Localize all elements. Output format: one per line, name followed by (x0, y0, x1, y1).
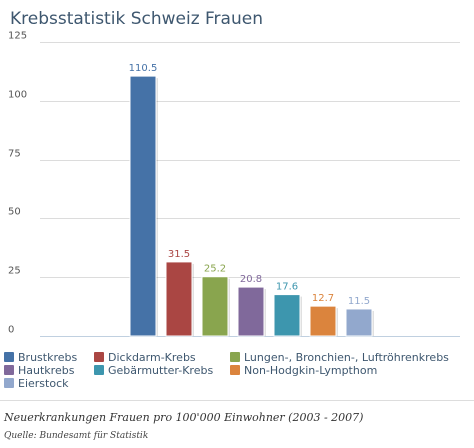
legend-label: Lungen-, Bronchien-, Luftröhrenkrebs (244, 351, 449, 364)
legend-swatch (4, 378, 14, 388)
bar[interactable] (201, 276, 229, 337)
legend-item[interactable]: Brustkrebs (4, 351, 77, 364)
legend-swatch (94, 352, 104, 362)
legend-row: Eierstock (4, 377, 472, 390)
y-tick-label: 100 (8, 90, 27, 101)
data-label: 17.6 (276, 282, 298, 293)
y-axis-ticks: 0 25 50 75 100 125 (8, 31, 27, 336)
legend-label: Gebärmutter-Krebs (108, 364, 214, 377)
divider (0, 400, 474, 401)
data-labels: 110.5 31.5 25.2 20.8 17.6 12.7 11.5 (129, 63, 370, 307)
legend-item[interactable]: Eierstock (4, 377, 69, 390)
bar[interactable] (345, 308, 373, 337)
legend-swatch (230, 365, 240, 375)
legend-item[interactable]: Dickdarm-Krebs (94, 351, 196, 364)
data-label: 11.5 (348, 296, 370, 307)
legend-swatch (94, 365, 104, 375)
bar[interactable] (129, 75, 157, 337)
bar[interactable] (165, 261, 193, 337)
y-tick-label: 75 (8, 149, 21, 160)
bar[interactable] (237, 286, 265, 337)
y-tick-label: 0 (8, 325, 14, 336)
legend: Brustkrebs Dickdarm-Krebs Lungen-, Bronchi… (4, 351, 472, 390)
legend-item[interactable]: Non-Hodgkin-Lympthom (230, 364, 377, 377)
legend-swatch (230, 352, 240, 362)
legend-label: Brustkrebs (18, 351, 78, 364)
y-tick-label: 125 (8, 31, 27, 42)
bars (129, 75, 374, 337)
source-note: Quelle: Bundesamt für Statistik (4, 431, 149, 441)
data-label: 31.5 (168, 249, 190, 260)
bar[interactable] (309, 305, 337, 337)
legend-label: Eierstock (18, 377, 69, 390)
legend-swatch (4, 365, 14, 375)
data-label: 20.8 (240, 274, 262, 285)
bar[interactable] (273, 294, 301, 337)
legend-label: Hautkrebs (18, 364, 75, 377)
legend-label: Non-Hodgkin-Lympthom (244, 364, 378, 377)
data-label: 25.2 (204, 264, 226, 275)
legend-item[interactable]: Gebärmutter-Krebs (94, 364, 213, 377)
legend-item[interactable]: Hautkrebs (4, 364, 74, 377)
data-label: 12.7 (312, 293, 334, 304)
legend-swatch (4, 352, 14, 362)
chart-title: Krebsstatistik Schweiz Frauen (10, 9, 263, 29)
y-tick-label: 25 (8, 266, 21, 277)
legend-row: Brustkrebs Dickdarm-Krebs Lungen-, Bronchi… (4, 351, 472, 364)
y-tick-label: 50 (8, 207, 21, 218)
data-label: 110.5 (129, 63, 158, 74)
legend-row: Hautkrebs Gebärmutter-Krebs Non-Hodgkin-Ly… (4, 364, 472, 377)
legend-item[interactable]: Lungen-, Bronchien-, Luftröhrenkrebs (230, 351, 449, 364)
chart-footnote: Neuerkrankungen Frauen pro 100'000 Einwo… (4, 411, 364, 424)
legend-label: Dickdarm-Krebs (108, 351, 196, 364)
grid-lines (40, 42, 460, 337)
